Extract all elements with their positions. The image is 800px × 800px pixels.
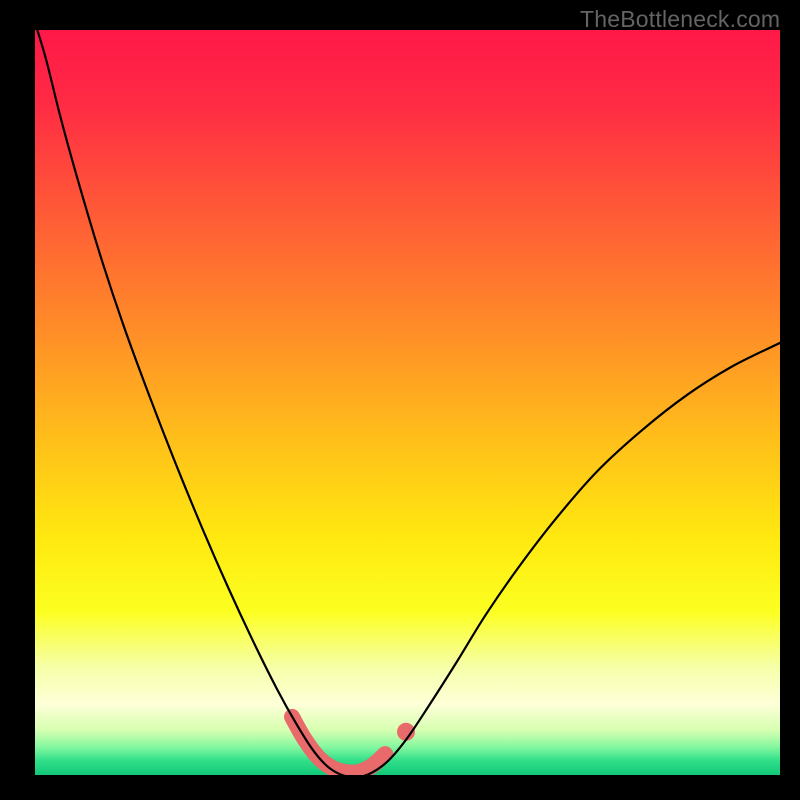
watermark-text: TheBottleneck.com <box>580 6 780 33</box>
plot-area <box>35 30 780 775</box>
gradient-background <box>35 30 780 775</box>
plot-svg <box>35 30 780 775</box>
